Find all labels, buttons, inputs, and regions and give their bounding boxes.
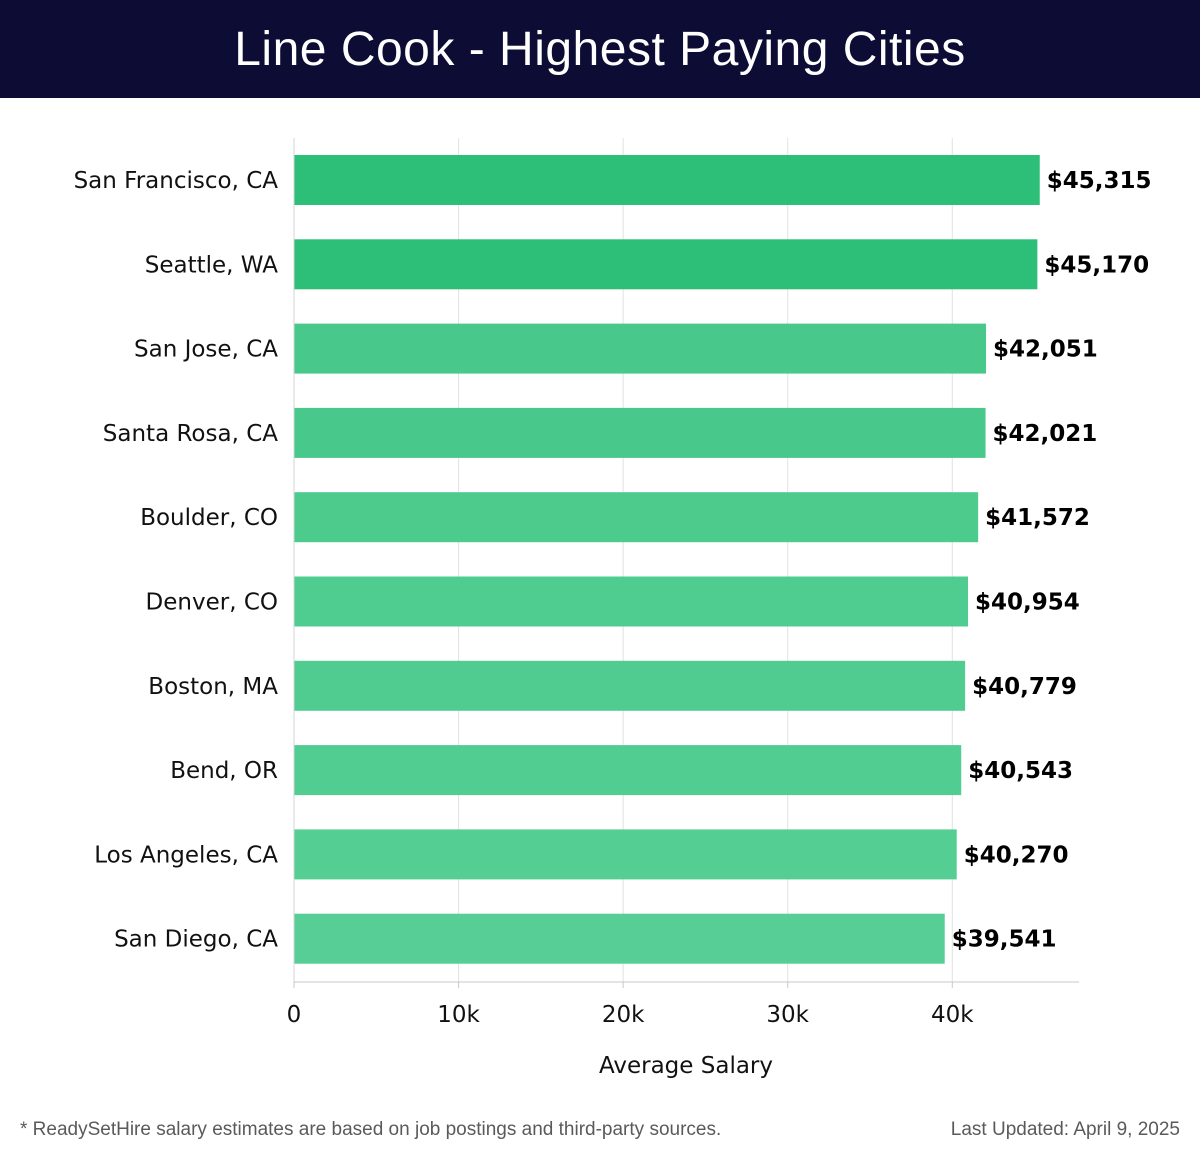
- bar: [294, 745, 962, 796]
- category-label: San Diego, CA: [114, 927, 278, 953]
- category-label: Boston, MA: [148, 674, 278, 700]
- value-label: $40,270: [964, 842, 1069, 868]
- bar: [294, 660, 966, 711]
- x-tick-label: 0: [287, 1002, 302, 1028]
- category-label: Bend, OR: [170, 758, 278, 784]
- bar-chart: San Francisco, CA Seattle, WA San Jose, CA…: [74, 138, 1152, 1079]
- bar: [294, 239, 1038, 290]
- x-axis-label: Average Salary: [599, 1053, 773, 1079]
- bar: [294, 829, 957, 880]
- bar: [294, 492, 979, 543]
- x-tick-label: 40k: [931, 1002, 974, 1028]
- footer-note: * ReadySetHire salary estimates are base…: [20, 1119, 722, 1140]
- x-axis: 0 10k 20k 30k 40k: [287, 138, 1079, 1028]
- category-label: Denver, CO: [146, 590, 278, 616]
- value-labels: $45,315 $45,170 $42,051 $42,021 $41,572 $40,9…: [952, 168, 1152, 953]
- last-updated: Last Updated: April 9, 2025: [950, 1119, 1180, 1140]
- bars: [294, 155, 1040, 964]
- category-labels: San Francisco, CA Seattle, WA San Jose, CA…: [74, 168, 279, 953]
- value-label: $45,170: [1044, 252, 1149, 278]
- value-label: $42,051: [993, 337, 1098, 363]
- x-tick-label: 10k: [437, 1002, 480, 1028]
- x-tick-label: 30k: [766, 1002, 809, 1028]
- value-label: $41,572: [985, 505, 1090, 531]
- category-label: Seattle, WA: [145, 252, 279, 278]
- value-label: $39,541: [952, 927, 1057, 953]
- bar: [294, 913, 945, 964]
- bar: [294, 576, 968, 627]
- category-label: San Francisco, CA: [74, 168, 279, 194]
- value-label: $42,021: [993, 421, 1098, 447]
- chart-title: Line Cook - Highest Paying Cities: [234, 22, 966, 76]
- value-label: $45,315: [1047, 168, 1152, 194]
- bar: [294, 323, 987, 374]
- chart-header: Line Cook - Highest Paying Cities: [0, 0, 1200, 98]
- category-label: Boulder, CO: [140, 505, 278, 531]
- value-label: $40,543: [968, 758, 1073, 784]
- value-label: $40,954: [975, 590, 1080, 616]
- bar: [294, 155, 1040, 205]
- x-tick-label: 20k: [602, 1002, 645, 1028]
- category-label: Los Angeles, CA: [94, 842, 278, 868]
- category-label: San Jose, CA: [134, 337, 278, 363]
- category-label: Santa Rosa, CA: [103, 421, 278, 447]
- bar: [294, 407, 986, 458]
- value-label: $40,779: [972, 674, 1077, 700]
